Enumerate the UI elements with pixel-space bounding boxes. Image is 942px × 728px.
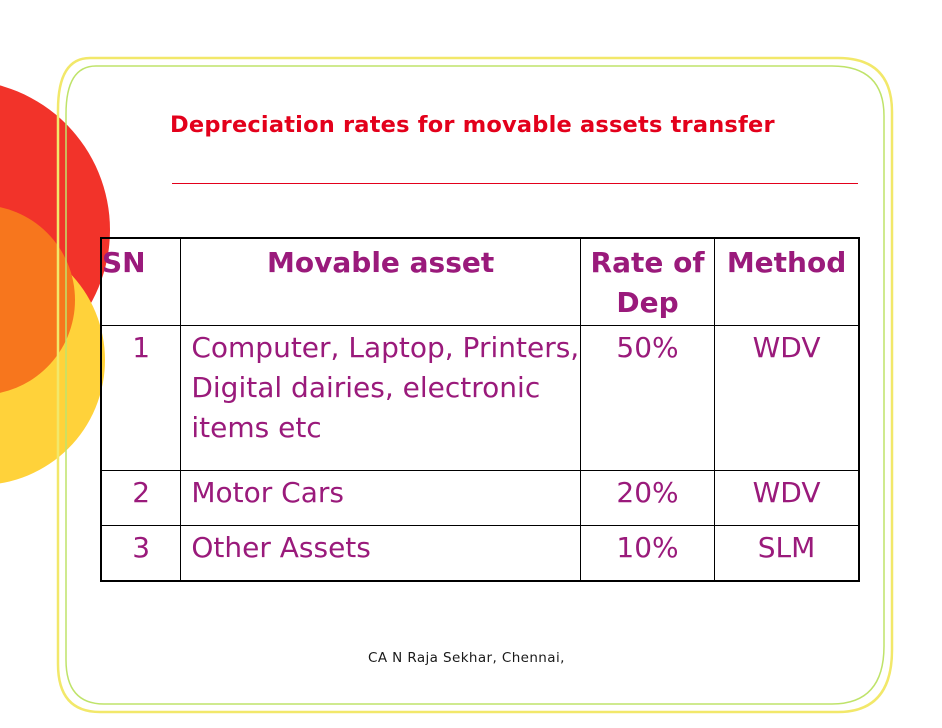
header-sn: SN <box>100 237 182 326</box>
row-method: WDV <box>714 325 860 471</box>
row-sn: 3 <box>100 525 182 582</box>
row-rate: 20% <box>579 470 716 526</box>
row-asset: Motor Cars <box>180 470 581 526</box>
table-row: 2 Motor Cars 20% WDV <box>100 470 860 526</box>
row-asset: Other Assets <box>180 525 581 582</box>
depreciation-table: SN Movable asset Rate of Dep Method 1 Co… <box>100 237 860 582</box>
table-row: 1 Computer, Laptop, Printers, Digital da… <box>100 325 860 471</box>
slide-footer: CA N Raja Sekhar, Chennai, <box>368 650 565 666</box>
slide-frame <box>56 56 894 714</box>
header-rate-of-dep: Rate of Dep <box>579 237 716 326</box>
row-sn: 2 <box>100 470 182 526</box>
header-method: Method <box>714 237 860 326</box>
row-asset: Computer, Laptop, Printers, Digital dair… <box>180 325 581 471</box>
orange-circle-decoration <box>0 207 75 393</box>
row-rate: 50% <box>579 325 716 471</box>
title-underline <box>172 183 858 184</box>
row-rate: 10% <box>579 525 716 582</box>
slide-title: Depreciation rates for movable assets tr… <box>170 112 775 138</box>
header-movable-asset: Movable asset <box>180 237 581 326</box>
row-sn: 1 <box>100 325 182 471</box>
slide-frame-inner <box>65 65 885 705</box>
row-method: WDV <box>714 470 860 526</box>
table-row: 3 Other Assets 10% SLM <box>100 525 860 582</box>
table-header-row: SN Movable asset Rate of Dep Method <box>100 237 860 326</box>
row-method: SLM <box>714 525 860 582</box>
